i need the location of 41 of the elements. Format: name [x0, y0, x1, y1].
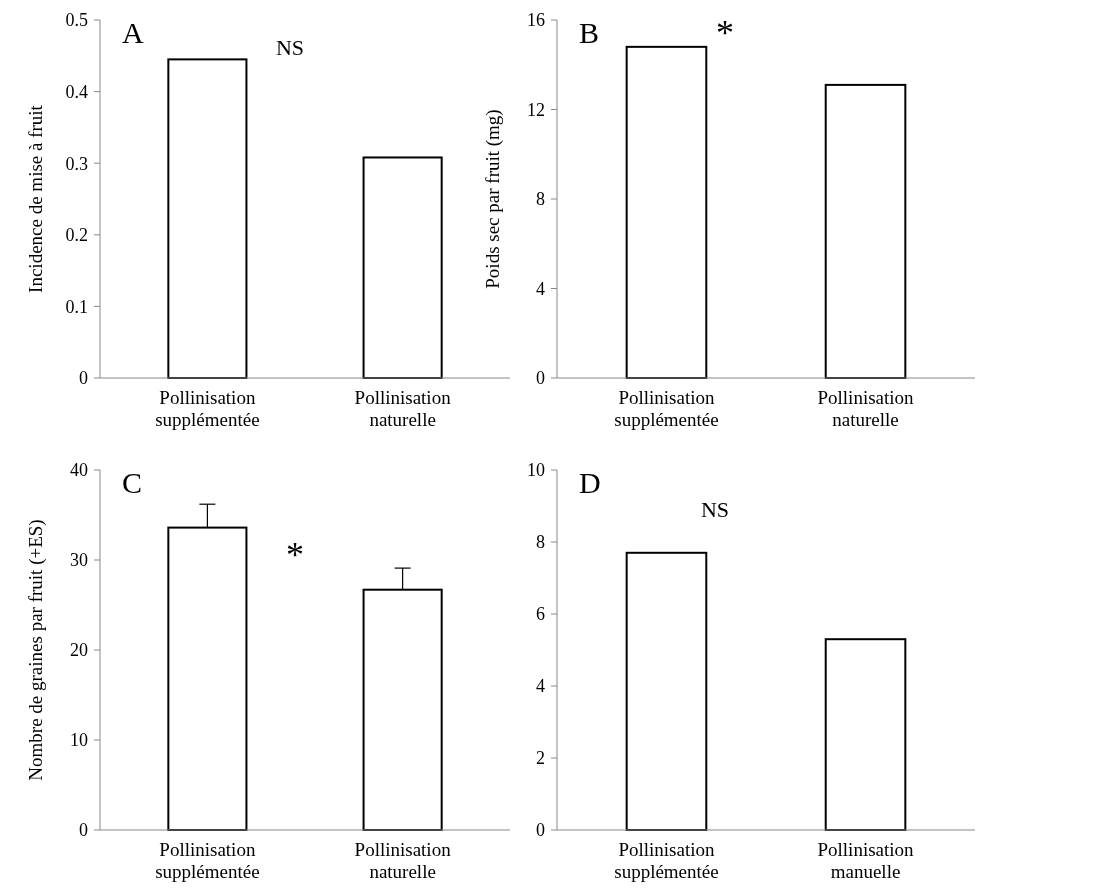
annotation: *: [286, 535, 304, 575]
y-tick-label: 2: [536, 748, 545, 769]
y-tick-label: 30: [70, 550, 88, 571]
chart-title: B: [579, 15, 600, 49]
y-tick-label: 0.1: [65, 296, 88, 317]
x-tick-label: Pollinisation supplémentée: [614, 839, 719, 882]
x-tick-label: Pollinisation naturelle: [817, 387, 915, 430]
y-tick-label: 8: [536, 532, 545, 553]
annotation: *: [716, 13, 734, 53]
chart-title: C: [122, 465, 143, 499]
y-tick-label: 20: [70, 640, 88, 661]
y-tick-label: 10: [527, 460, 545, 481]
y-tick-label: 0.3: [65, 153, 88, 174]
y-tick-label: 8: [536, 189, 545, 210]
y-tick-label: 16: [527, 10, 545, 31]
y-tick-label: 0: [536, 368, 545, 389]
y-tick-label: 0.2: [65, 225, 88, 246]
y-tick-label: 0: [79, 820, 88, 841]
annotation: NS: [700, 497, 730, 522]
chart-title: D: [579, 465, 601, 499]
chart-title: A: [122, 15, 144, 49]
y-tick-label: 6: [536, 604, 545, 625]
y-axis-title: Incidence de mise à fruit: [25, 104, 46, 293]
y-tick-label: 10: [70, 730, 88, 751]
y-tick-label: 0.4: [65, 81, 88, 102]
y-tick-label: 0.5: [65, 10, 88, 31]
y-axis-title: Nombre de graines par fruit (+ES): [25, 519, 47, 781]
y-tick-label: 0: [79, 368, 88, 389]
annotation: NS: [275, 35, 305, 60]
x-tick-label: Pollinisation manuelle: [817, 839, 915, 882]
x-tick-label: Pollinisation naturelle: [354, 387, 452, 430]
x-tick-label: Pollinisation supplémentée: [614, 387, 719, 430]
y-tick-label: 4: [536, 278, 545, 299]
y-tick-label: 4: [536, 676, 545, 697]
x-tick-label: Pollinisation supplémentée: [155, 387, 260, 430]
x-tick-label: Pollinisation supplémentée: [155, 839, 260, 882]
y-tick-label: 12: [527, 99, 545, 120]
x-tick-label: Pollinisation naturelle: [354, 839, 452, 882]
y-tick-label: 40: [70, 460, 88, 481]
y-axis-title: Poids sec par fruit (mg): [482, 109, 504, 289]
y-tick-label: 0: [536, 820, 545, 841]
